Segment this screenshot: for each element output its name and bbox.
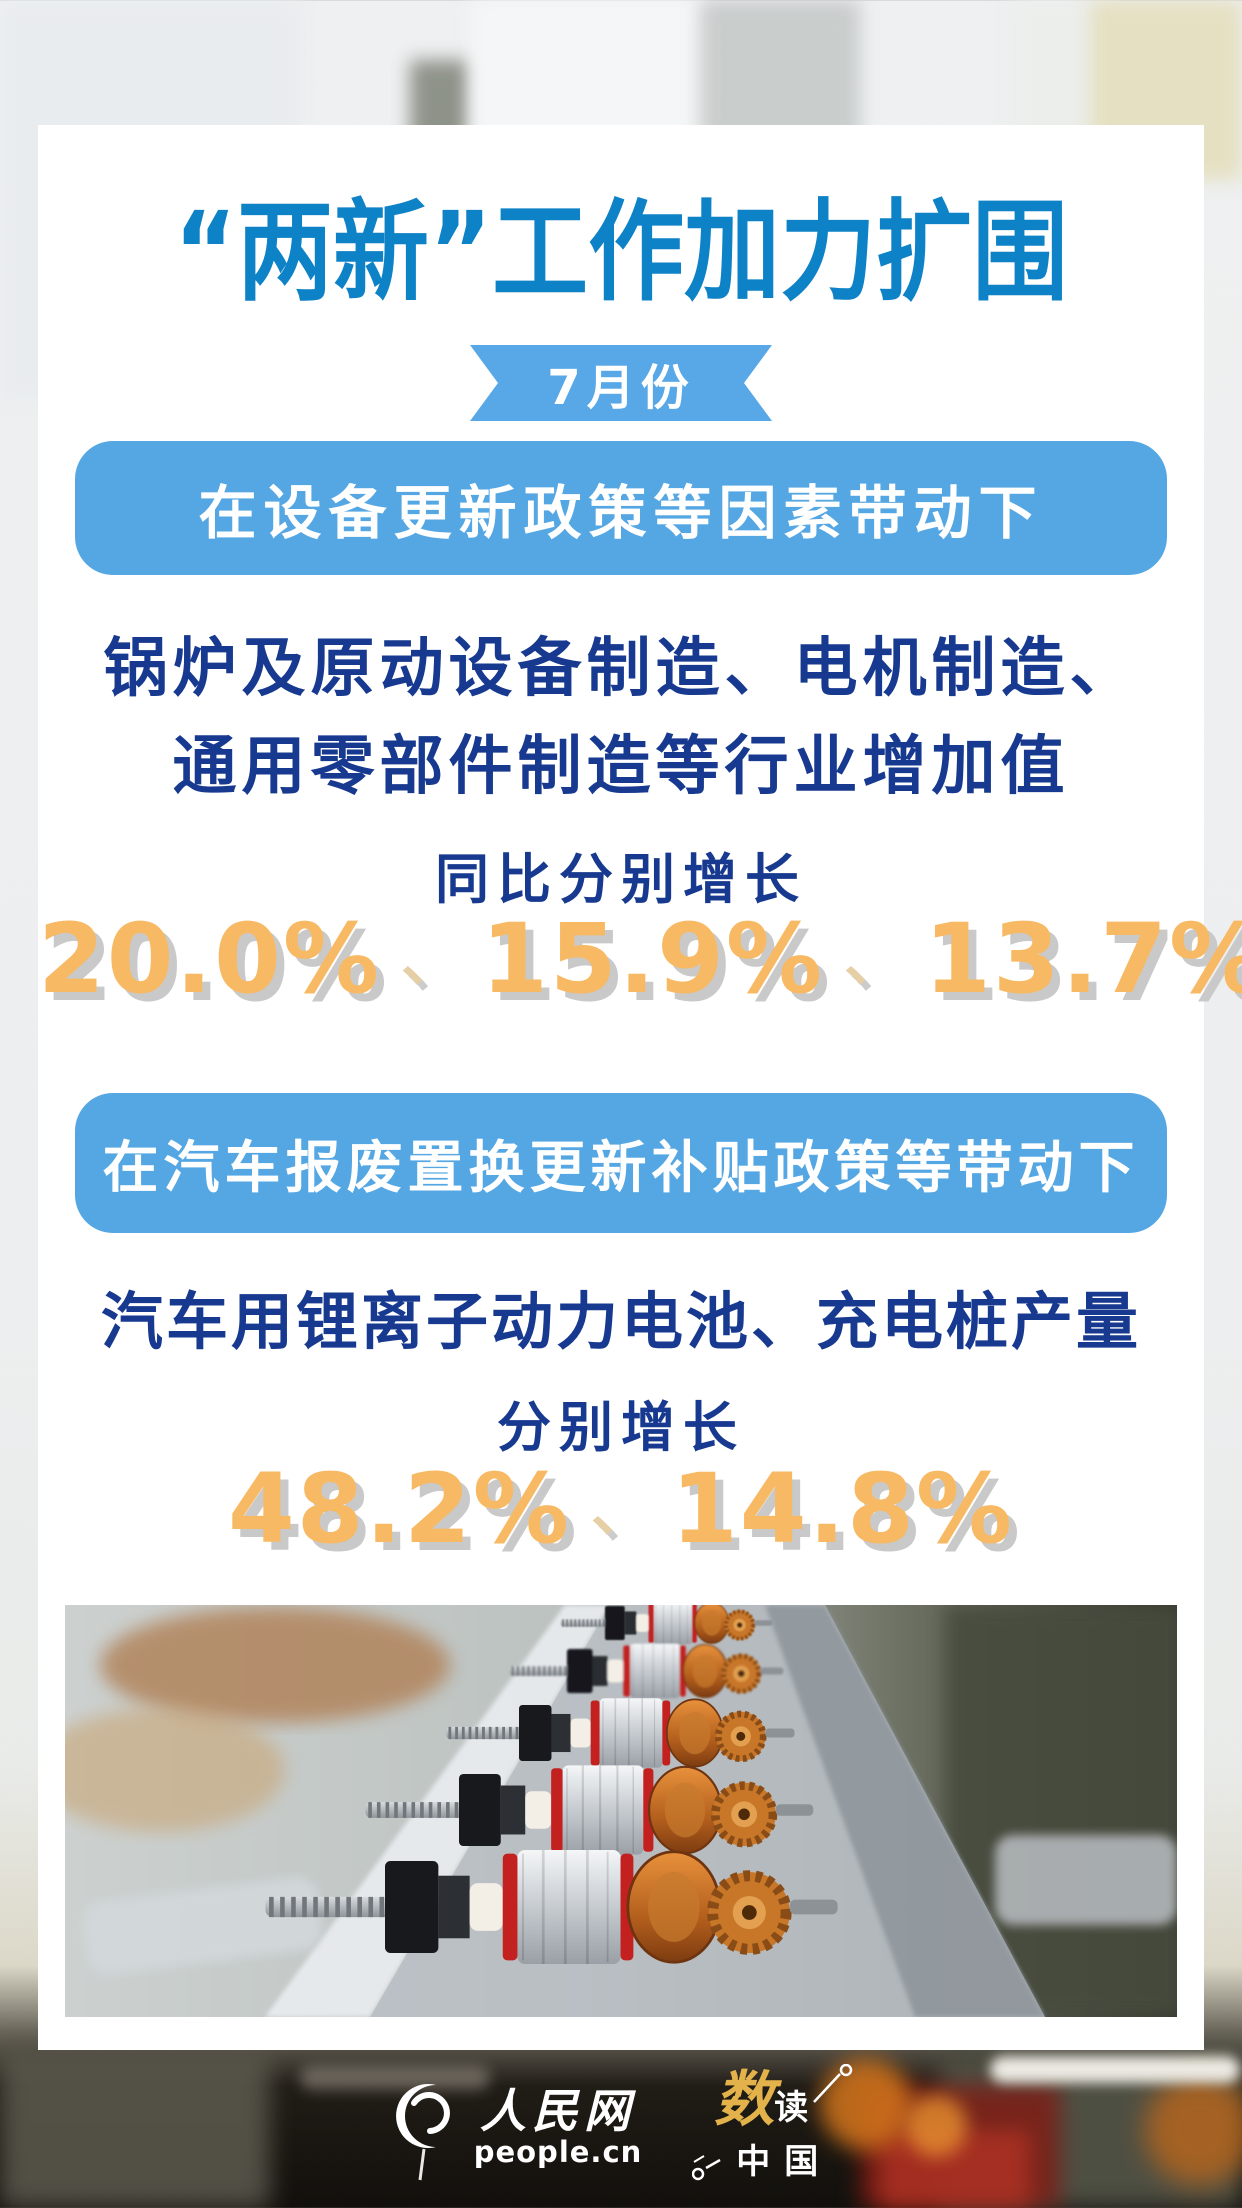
value-battery: 48.2% (227, 1453, 571, 1565)
people-cn-wordmark: 人民网 people.cn (474, 2088, 643, 2167)
section2-banner-label: 在汽车报废置换更新补贴政策等带动下 (102, 1135, 1140, 1201)
shudu-zhongguo-logo: 数 读 中国 (692, 2064, 858, 2182)
value-boiler: 20.0% (38, 903, 382, 1015)
section1-banner: 在设备更新政策等因素带动下 (75, 441, 1167, 575)
footer: 人民网 people.cn 数 读 中国 (0, 2062, 1242, 2192)
value-parts: 13.7% (924, 903, 1242, 1015)
value-separator: 、 (590, 1476, 651, 1544)
section1-desc-line1: 锅炉及原动设备制造、电机制造、 (103, 632, 1139, 706)
section2-values: 48.2% 、 14.8% (38, 1453, 1204, 1565)
section2-banner: 在汽车报废置换更新补贴政策等带动下 (75, 1093, 1167, 1233)
section1-banner-label: 在设备更新政策等因素带动下 (198, 479, 1044, 547)
shudu-row: 数 读 (714, 2070, 810, 2130)
constellation-icon (692, 2155, 721, 2181)
people-cn-moon-icon (395, 2084, 450, 2181)
month-ribbon: 7月份 (470, 345, 772, 421)
bg-bokeh (820, 2058, 912, 2150)
rotor-assembly-line-illustration (65, 1605, 1177, 2017)
constellation-icon (813, 2064, 853, 2103)
bg-blur-shape (0, 2048, 270, 2208)
people-name: 人民网 (479, 2083, 636, 2138)
month-ribbon-label: 7月份 (547, 360, 695, 416)
factory-photo (65, 1605, 1177, 2017)
section1-desc-line2: 通用零部件制造等行业增加值 (172, 730, 1070, 804)
section2-growth-label: 分别增长 (497, 1396, 745, 1459)
bg-light-streak (990, 2056, 1240, 2083)
value-separator: 、 (401, 926, 462, 994)
section1-growth-label: 同比分别增长 (435, 848, 807, 911)
poster-title: “两新”工作加力扩围 (173, 188, 1069, 317)
value-charger: 14.8% (671, 1453, 1015, 1565)
poster-card: “两新”工作加力扩围 7月份 在设备更新政策等因素带动下 锅炉及原动设备制造、电… (38, 125, 1242, 2050)
shudu-mid: 读 (774, 2088, 811, 2128)
section2-desc-line1: 汽车用锂离子动力电池、充电桩产量 (100, 1285, 1141, 1358)
section1-values: 20.0% 、 15.9% 、 13.7% (38, 903, 1242, 1015)
people-cn-logo: 人民网 people.cn (384, 2073, 643, 2181)
bg-bokeh (1145, 2075, 1242, 2185)
people-domain: people.cn (473, 2134, 643, 2169)
shudu-emphasis: 数 (714, 2065, 775, 2135)
bg-bokeh (905, 2095, 967, 2157)
value-motor: 15.9% (481, 903, 825, 1015)
shudu-rest: 中国 (736, 2142, 833, 2182)
bg-light-streak (300, 2066, 490, 2090)
value-separator: 、 (844, 926, 905, 994)
